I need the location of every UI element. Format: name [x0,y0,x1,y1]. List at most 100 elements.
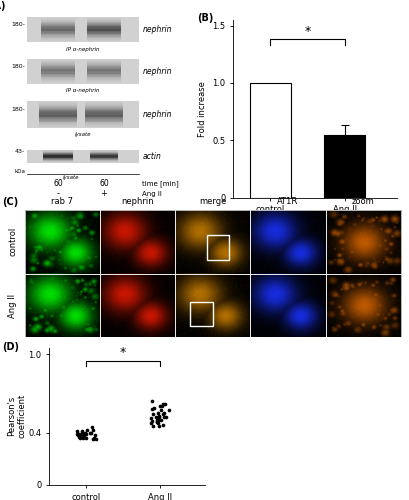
Text: nephrin: nephrin [121,197,154,206]
Bar [85,118,123,119]
Text: lysate: lysate [75,132,91,136]
Bar [87,81,121,82]
Text: (B): (B) [197,13,213,23]
Bar [87,71,121,72]
Bar [87,60,121,62]
Bar [40,21,75,22]
Bar [87,68,121,70]
Point [90,426,97,434]
Bar [39,121,77,122]
Bar [190,302,213,326]
Bar [40,62,75,64]
Bar [40,70,75,71]
Bar [87,77,121,78]
Bar [39,122,77,124]
Bar [43,153,73,154]
Point [155,409,162,417]
Bar [39,126,77,128]
Bar [85,114,123,115]
Bar [40,60,75,62]
Bar [40,34,75,35]
Bar [39,118,77,120]
Text: IP α-nephrin: IP α-nephrin [66,88,100,93]
Bar [40,80,75,82]
Point [79,431,85,439]
Bar [43,150,73,151]
Bar [85,111,123,112]
Bar [85,124,123,126]
Bar [85,102,123,104]
Point [157,406,164,414]
Bar [87,19,121,20]
Text: zoom: zoom [352,197,375,206]
Point [76,434,83,442]
Point [75,430,82,438]
Point [148,420,154,428]
Bar [85,110,123,111]
Point [82,434,89,442]
Bar [85,122,123,124]
Bar [85,118,123,120]
Bar [39,113,77,114]
Bar [85,104,123,105]
Bar [40,26,75,28]
Bar [43,158,73,159]
Bar [43,156,73,157]
Bar [39,103,77,104]
Text: 60: 60 [99,179,109,188]
Bar [40,26,75,27]
Bar [40,78,75,80]
Point [89,424,95,432]
Point [153,416,160,424]
Bar [90,161,119,162]
Bar [87,64,121,66]
Bar [85,117,123,118]
Bar [87,72,121,74]
Text: actin: actin [142,152,162,161]
Bar [87,26,121,27]
Bar [324,134,365,198]
Bar [90,153,119,154]
Bar [85,121,123,122]
Bar [90,152,119,153]
Bar [39,112,77,114]
Bar [40,82,75,83]
Bar [43,152,73,153]
Bar [90,156,119,157]
Point [159,402,166,410]
Text: *: * [304,26,310,38]
Text: merge: merge [199,197,226,206]
Point [76,432,83,440]
Text: 180-: 180- [11,64,25,68]
Bar [39,104,77,106]
Bar [40,74,75,75]
Bar [40,67,75,68]
Bar [87,67,121,68]
Bar [39,124,77,125]
Bar [87,70,121,71]
Bar [40,22,75,23]
Y-axis label: Fold increase: Fold increase [198,81,207,136]
Bar [87,32,121,33]
Text: +: + [101,190,108,198]
Bar [39,107,77,108]
Text: -: - [56,190,59,198]
Bar [90,156,119,157]
Bar [40,71,75,72]
Bar [40,38,75,39]
Bar [40,36,75,38]
Bar [85,108,123,109]
Point [156,422,162,430]
Bar [43,158,73,160]
Bar [87,38,121,39]
Bar [39,110,77,112]
Text: kDa: kDa [14,169,25,174]
Bar [90,160,119,162]
Bar [87,21,121,22]
Bar [87,68,121,69]
Bar [43,159,73,160]
Bar [40,66,75,68]
Bar [85,120,123,122]
Bar [43,157,73,158]
Bar [40,19,75,20]
